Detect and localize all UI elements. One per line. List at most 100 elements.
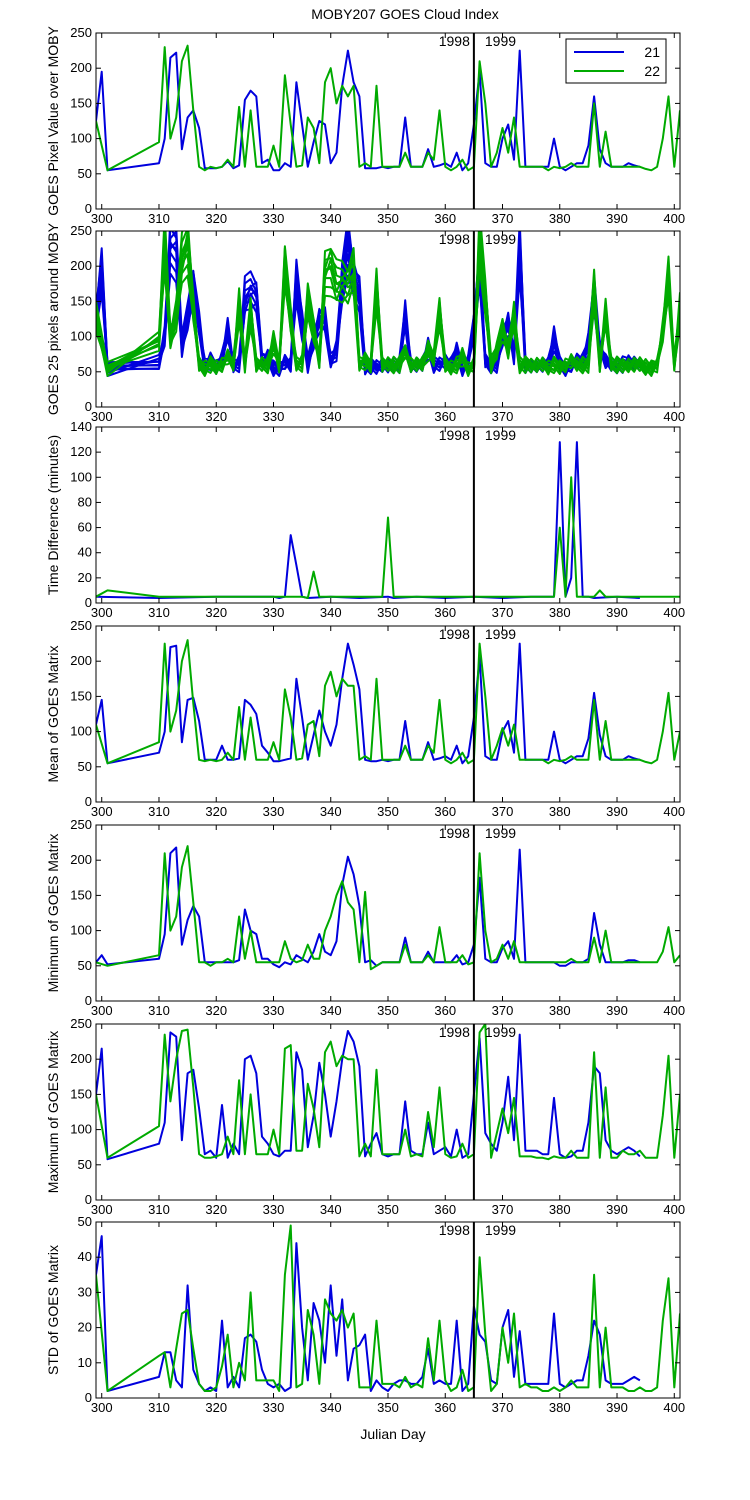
x-tick-label: 330 bbox=[263, 804, 285, 819]
series-group bbox=[96, 441, 680, 599]
y-tick-label: 250 bbox=[70, 817, 92, 832]
x-tick-label: 400 bbox=[663, 1003, 685, 1018]
y-tick-label: 100 bbox=[70, 724, 92, 739]
x-tick-label: 350 bbox=[377, 1400, 399, 1415]
series-line-22 bbox=[96, 1224, 680, 1392]
series-line-22 bbox=[96, 1024, 680, 1161]
y-tick-label: 250 bbox=[70, 618, 92, 633]
year-label-1998: 1998 bbox=[439, 33, 470, 49]
x-tick-label: 360 bbox=[434, 1400, 456, 1415]
x-tick-label: 350 bbox=[377, 1202, 399, 1217]
y-axis-label: Mean of GOES Matrix bbox=[45, 646, 61, 783]
x-tick-label: 380 bbox=[549, 211, 571, 226]
x-tick-label: 390 bbox=[606, 1003, 628, 1018]
panel-4: 1998 1999 300 310 320 330 340 350 360 370 380 390 40… bbox=[45, 618, 685, 819]
x-tick-label: 370 bbox=[492, 409, 514, 424]
x-tick-label: 360 bbox=[434, 211, 456, 226]
x-tick-label: 380 bbox=[549, 1400, 571, 1415]
x-tick-label: 400 bbox=[663, 211, 685, 226]
y-tick-label: 20 bbox=[78, 570, 92, 585]
y-tick-label: 20 bbox=[78, 1320, 92, 1335]
y-tick-label: 200 bbox=[70, 1051, 92, 1066]
y-tick-label: 200 bbox=[70, 852, 92, 867]
y-tick-label: 60 bbox=[78, 520, 92, 535]
y-tick-label: 0 bbox=[85, 1192, 92, 1207]
y-tick-label: 0 bbox=[85, 1390, 92, 1405]
x-tick-label: 310 bbox=[148, 1400, 170, 1415]
x-tick-label: 350 bbox=[377, 605, 399, 620]
x-tick-label: 340 bbox=[320, 409, 342, 424]
year-label-1999: 1999 bbox=[485, 231, 516, 247]
y-tick-label: 200 bbox=[70, 258, 92, 273]
x-tick-label: 340 bbox=[320, 1003, 342, 1018]
x-tick-label: 400 bbox=[663, 804, 685, 819]
series-group bbox=[96, 231, 680, 377]
x-axis-label: Julian Day bbox=[360, 1426, 425, 1442]
x-tick-label: 320 bbox=[205, 211, 227, 226]
x-tick-label: 300 bbox=[91, 804, 113, 819]
x-tick-label: 310 bbox=[148, 605, 170, 620]
series-group bbox=[96, 1224, 680, 1392]
x-tick-label: 330 bbox=[263, 1003, 285, 1018]
x-tick-label: 320 bbox=[205, 409, 227, 424]
x-tick-label: 360 bbox=[434, 1003, 456, 1018]
panel-5: 1998 1999 300 310 320 330 340 350 360 370 380 390 40… bbox=[45, 817, 685, 1018]
x-tick-label: 300 bbox=[91, 605, 113, 620]
x-tick-label: 360 bbox=[434, 804, 456, 819]
x-tick-label: 350 bbox=[377, 804, 399, 819]
y-tick-label: 0 bbox=[85, 794, 92, 809]
x-tick-label: 380 bbox=[549, 605, 571, 620]
x-tick-label: 340 bbox=[320, 211, 342, 226]
year-label-1998: 1998 bbox=[439, 231, 470, 247]
year-label-1999: 1999 bbox=[485, 1222, 516, 1238]
x-tick-label: 300 bbox=[91, 1003, 113, 1018]
y-tick-label: 50 bbox=[78, 1157, 92, 1172]
x-tick-label: 340 bbox=[320, 1400, 342, 1415]
x-tick-label: 310 bbox=[148, 1202, 170, 1217]
x-tick-label: 370 bbox=[492, 804, 514, 819]
x-tick-label: 300 bbox=[91, 211, 113, 226]
x-tick-label: 380 bbox=[549, 409, 571, 424]
x-tick-label: 390 bbox=[606, 605, 628, 620]
figure-title: MOBY207 GOES Cloud Index bbox=[311, 6, 499, 22]
x-tick-label: 320 bbox=[205, 1400, 227, 1415]
y-tick-label: 0 bbox=[85, 399, 92, 414]
x-tick-label: 360 bbox=[434, 605, 456, 620]
year-label-1998: 1998 bbox=[439, 427, 470, 443]
x-tick-label: 390 bbox=[606, 409, 628, 424]
y-tick-label: 100 bbox=[70, 131, 92, 146]
y-tick-label: 100 bbox=[70, 1122, 92, 1137]
x-tick-label: 330 bbox=[263, 409, 285, 424]
x-tick-label: 400 bbox=[663, 409, 685, 424]
y-tick-label: 250 bbox=[70, 25, 92, 40]
x-tick-label: 400 bbox=[663, 1202, 685, 1217]
y-tick-label: 10 bbox=[78, 1355, 92, 1370]
x-tick-label: 380 bbox=[549, 1003, 571, 1018]
y-tick-label: 0 bbox=[85, 201, 92, 216]
panel-2: 1998 1999 300 310 320 330 340 350 360 370 380 390 40… bbox=[45, 222, 685, 424]
legend-box bbox=[565, 38, 667, 84]
x-tick-label: 390 bbox=[606, 1202, 628, 1217]
x-tick-label: 390 bbox=[606, 1400, 628, 1415]
y-tick-label: 150 bbox=[70, 293, 92, 308]
y-tick-label: 150 bbox=[70, 688, 92, 703]
y-tick-label: 50 bbox=[78, 1214, 92, 1229]
y-tick-label: 30 bbox=[78, 1284, 92, 1299]
year-label-1998: 1998 bbox=[439, 626, 470, 642]
y-axis-label: GOES 25 pixels around MOBY bbox=[45, 222, 61, 415]
y-tick-label: 140 bbox=[70, 419, 92, 434]
x-tick-label: 320 bbox=[205, 1202, 227, 1217]
x-tick-label: 330 bbox=[263, 605, 285, 620]
series-line-22-pixel-9 bbox=[96, 231, 680, 373]
x-tick-label: 360 bbox=[434, 1202, 456, 1217]
y-axis-label: Minimum of GOES Matrix bbox=[45, 834, 61, 993]
plot-area bbox=[96, 1024, 680, 1200]
x-tick-label: 400 bbox=[663, 1400, 685, 1415]
y-tick-label: 100 bbox=[70, 923, 92, 938]
year-label-1999: 1999 bbox=[485, 33, 516, 49]
y-tick-label: 150 bbox=[70, 1086, 92, 1101]
y-tick-label: 150 bbox=[70, 95, 92, 110]
x-tick-label: 350 bbox=[377, 211, 399, 226]
x-tick-label: 400 bbox=[663, 605, 685, 620]
y-tick-label: 0 bbox=[85, 595, 92, 610]
